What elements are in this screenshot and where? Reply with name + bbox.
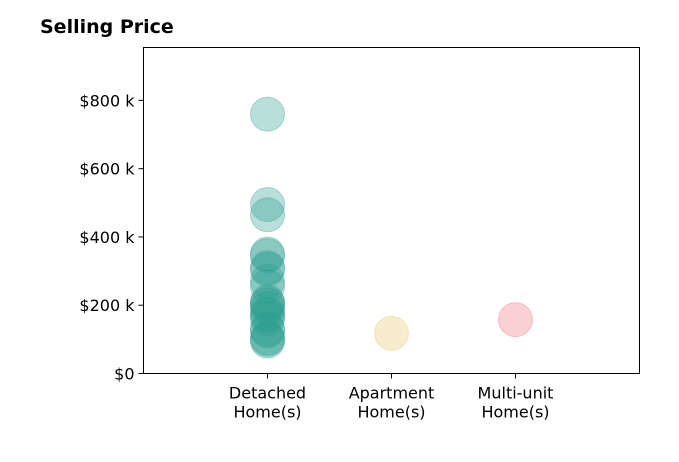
- x-axis: Detached Home(s)Apartment Home(s)Multi-uni…: [229, 373, 554, 422]
- data-point: [250, 251, 285, 287]
- data-point: [374, 315, 409, 351]
- data-points: [250, 96, 533, 359]
- y-tick-label: $200 k: [79, 296, 135, 315]
- x-tick-label-line: Multi-unit: [478, 384, 554, 403]
- y-tick-label: $600 k: [79, 160, 135, 179]
- chart-title: Selling Price: [40, 16, 174, 38]
- data-point: [250, 96, 285, 132]
- data-point: [250, 311, 285, 347]
- data-point: [498, 302, 533, 338]
- x-tick-label-line: Apartment: [349, 384, 435, 403]
- x-tick-label-line: Home(s): [357, 403, 425, 422]
- data-point: [250, 291, 285, 327]
- data-point: [250, 197, 285, 233]
- data-point: [250, 301, 285, 337]
- x-tick-label-line: Detached: [229, 384, 306, 403]
- data-point: [250, 284, 285, 320]
- data-point: [250, 238, 285, 274]
- data-point: [250, 187, 285, 222]
- data-point: [250, 323, 285, 359]
- x-tick-label: Multi-unit Home(s): [478, 384, 554, 422]
- data-point: [250, 250, 285, 286]
- y-tick-label: $800 k: [79, 91, 135, 110]
- y-axis: $0 $200 k $400 k $600 k $800 k: [79, 91, 144, 384]
- data-point: [250, 263, 285, 299]
- data-point: [250, 269, 285, 304]
- x-tick-label-line: Home(s): [233, 403, 301, 422]
- y-tick-label: $0: [114, 365, 134, 384]
- x-tick-label: Detached Home(s): [229, 384, 306, 422]
- data-point: [250, 236, 285, 272]
- data-point: [250, 286, 285, 321]
- x-tick-label-line: Home(s): [481, 403, 549, 422]
- data-point: [250, 287, 285, 323]
- data-point: [250, 298, 285, 333]
- x-tick-label: Apartment Home(s): [349, 384, 435, 422]
- data-point: [250, 320, 285, 356]
- data-point: [250, 313, 285, 349]
- data-point: [250, 321, 285, 357]
- y-tick-label: $400 k: [79, 228, 135, 247]
- data-point: [250, 296, 285, 332]
